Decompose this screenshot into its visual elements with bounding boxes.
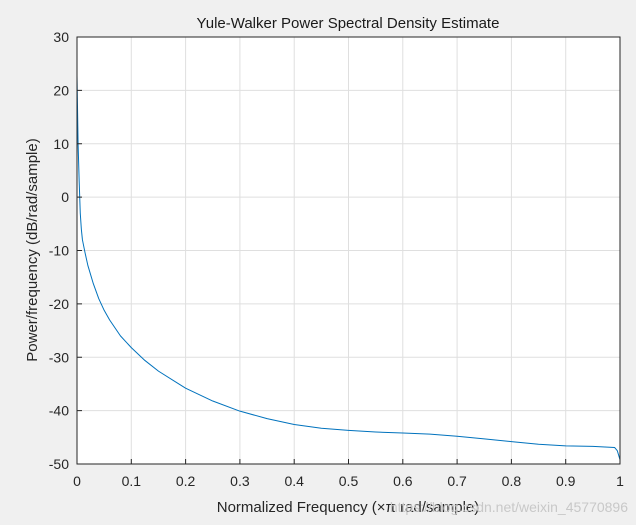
x-tick-label: 0.2 xyxy=(176,473,196,489)
y-tick-label: 0 xyxy=(61,189,69,205)
x-tick-label: 0.9 xyxy=(556,473,576,489)
y-tick-label: -30 xyxy=(49,349,69,365)
x-tick-label: 0.6 xyxy=(393,473,413,489)
y-tick-label: -20 xyxy=(49,296,69,312)
x-tick-label: 0.8 xyxy=(502,473,522,489)
y-tick-label: 30 xyxy=(53,29,69,45)
x-ticks: 0 0.1 0.2 0.3 0.4 0.5 0.6 0.7 0.8 0.9 1 xyxy=(73,459,624,489)
y-tick-label: 10 xyxy=(53,136,69,152)
x-tick-label: 0.4 xyxy=(284,473,304,489)
x-axis-label: Normalized Frequency (×π rad/sample) xyxy=(217,499,480,516)
x-tick-label: 0.7 xyxy=(447,473,467,489)
y-tick-label: -40 xyxy=(49,403,69,419)
chart-title: Yule-Walker Power Spectral Density Estim… xyxy=(197,15,500,32)
psd-series-line xyxy=(76,75,621,460)
x-tick-label: 1 xyxy=(616,473,624,489)
y-tick-label: -10 xyxy=(49,243,69,259)
y-tick-label: 20 xyxy=(53,82,69,98)
x-tick-label: 0.3 xyxy=(230,473,250,489)
watermark: https://blog.csdn.net/weixin_45770896 xyxy=(390,499,628,515)
x-tick-label: 0.1 xyxy=(122,473,142,489)
series-layer xyxy=(76,75,621,460)
x-tick-label: 0 xyxy=(73,473,81,489)
x-tick-label: 0.5 xyxy=(339,473,359,489)
y-tick-label: -50 xyxy=(49,456,69,472)
y-ticks: 30 20 10 0 -10 -20 -30 -40 -50 xyxy=(49,29,82,472)
y-axis-label: Power/frequency (dB/rad/sample) xyxy=(24,138,41,361)
